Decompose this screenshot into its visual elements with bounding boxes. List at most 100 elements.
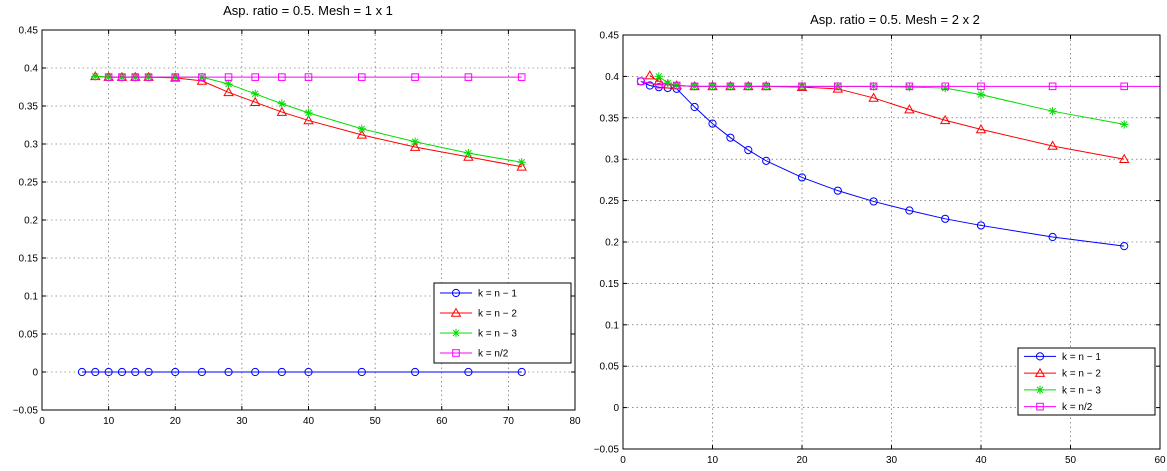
chart-left-series-k-n-3-point	[410, 137, 420, 146]
chart-left-series-k-n-2-point	[517, 73, 526, 81]
chart-right-series-k-n-1-point	[833, 186, 842, 195]
chart-right-series-k-n-2-point	[637, 77, 645, 86]
chart-left-series-k-n-2-point	[224, 73, 233, 81]
chart-right-series-k-n-3-point	[654, 72, 663, 81]
chart-left-xtick-label: 50	[370, 416, 382, 427]
chart-left-series-k-n-3-point	[277, 99, 287, 108]
chart-right-legend-label: k = n − 3	[1062, 385, 1101, 396]
chart-right-series	[636, 70, 1160, 251]
chart-right-series-k-n-2-point	[798, 82, 806, 91]
chart-left-series-k-n-1	[77, 367, 526, 377]
chart-left-series-k-n-1-point	[357, 367, 366, 377]
chart-right-series-k-n-3-point	[976, 90, 986, 99]
chart-left-series-k-n-2-point	[223, 86, 234, 97]
chart-right-series-k-n-1-point	[869, 197, 878, 206]
chart-right-legend-swatch-marker	[1034, 367, 1046, 377]
chart-right-series-k-n-2-point	[708, 82, 717, 91]
chart-left-xtick-label: 10	[103, 416, 115, 427]
chart-left-ytick-label: 0.4	[24, 64, 38, 75]
chart-right-series-k-n-2-point	[904, 104, 915, 114]
chart-right-series-k-n-3-point	[941, 83, 950, 93]
chart-right-series-k-n-3-point	[905, 82, 914, 92]
chart-right-ytick-label: 0.25	[600, 196, 620, 207]
chart-left-series-k-n-1-point	[251, 367, 260, 377]
chart-left-title: Asp. ratio = 0.5. Mesh = 1 x 1	[223, 3, 393, 18]
chart-left-ytick-label: 0	[32, 368, 38, 379]
chart-right-series-k-n-2-point	[1048, 82, 1057, 91]
chart-left-series-k-n-2-point	[144, 73, 153, 81]
chart-left-series-k-n-1-point	[91, 367, 100, 377]
chart-right-series-k-n-1-point	[976, 221, 986, 230]
chart-left-series-k-n-2-point	[358, 73, 366, 81]
chart-left-series-k-n-2-point	[131, 73, 140, 81]
chart-left-series-k-n-1-point	[144, 367, 153, 377]
chart-left-legend-swatch-marker	[451, 328, 461, 338]
chart-left-series-k-n-2-point	[464, 73, 473, 81]
chart-right-ytick-label: 0.45	[600, 31, 620, 42]
chart-left-legend: k = n − 1 k = n − 2 k = n − 3 k = n/2	[433, 282, 572, 364]
chart-right-series-k-n-1-point	[726, 133, 735, 142]
chart-right-series-k-n-2-point	[939, 114, 951, 125]
chart-right-legend: k = n − 1 k = n − 2 k = n − 3 k = n/2	[1017, 347, 1156, 416]
chart-left-series-k-n-1-point	[411, 367, 420, 377]
chart-left-series-k-n-2-point	[516, 161, 527, 171]
chart-left-series-k-n-1-point	[171, 367, 180, 377]
chart-left-xtick-label: 30	[236, 416, 248, 427]
chart-right-series-k-n-2-point	[905, 82, 914, 91]
chart-left-xtick-label: 80	[569, 416, 581, 427]
chart-left-series-k-n-1-point	[77, 367, 87, 377]
chart-left-legend-swatch-marker	[451, 288, 461, 298]
chart-right-ytick-label: 0.4	[605, 72, 619, 83]
chart-right-ytick-label: 0.35	[600, 113, 620, 124]
chart-right-xtick-label: 50	[1065, 455, 1077, 466]
chart-left-series	[77, 70, 527, 377]
chart-right-series-k-n-2	[637, 77, 1160, 91]
chart-left-series-k-n-3-point	[464, 148, 473, 158]
chart-left-legend-swatch-marker	[450, 307, 462, 317]
chart-left-series-k-n-2-point	[276, 106, 288, 116]
chart-left-series-k-n-2-point	[303, 115, 314, 125]
chart-right-ytick-label: 0.3	[605, 155, 619, 166]
chart-right-legend-swatch-marker	[1036, 402, 1044, 411]
chart-right-series-k-n-1-point	[708, 119, 717, 128]
chart-left-ytick-label: 0.3	[24, 140, 38, 151]
chart-right-series-k-n-1-point	[797, 173, 807, 182]
chart-left-gridlines	[42, 30, 575, 410]
chart-right-series-k-n-2-point	[655, 80, 663, 89]
chart-left-series-k-n-3-point	[224, 79, 233, 89]
chart-left-legend-label: k = n/2	[478, 349, 509, 360]
chart-left-ytick-label: 0.15	[19, 254, 39, 265]
chart-right-series-k-n-2-line	[640, 80, 1160, 87]
chart-left-legend-label: k = n − 2	[478, 309, 517, 320]
chart-right-ytick-label: −0.05	[594, 445, 620, 456]
chart-right-title: Asp. ratio = 0.5. Mesh = 2 x 2	[810, 12, 980, 27]
chart-right-legend-box	[1017, 347, 1156, 416]
chart-left-ytick-label: 0.05	[19, 330, 39, 341]
chart-left-ytick-label: 0.45	[19, 26, 39, 37]
chart-right-series-k-n-2-point	[975, 123, 987, 134]
chart-left-xtick-label: 40	[303, 416, 315, 427]
chart-right-series-k-n-1-point	[905, 206, 914, 215]
chart-right-series-k-n-1-point	[645, 81, 654, 90]
chart-right-xtick-label: 0	[620, 455, 626, 466]
chart-right-series-k-n-2-point	[977, 82, 985, 91]
chart-right-series-k-n-1-point	[762, 156, 771, 165]
chart-left-series-k-n-2	[104, 73, 526, 81]
chart-left-xtick-label: 20	[170, 416, 182, 427]
chart-left-xtick-label: 70	[503, 416, 515, 427]
chart-right-legend-swatch-marker	[1035, 385, 1045, 395]
chart-right-series-k-n-3-point	[663, 78, 672, 88]
chart-left-ticks: 0 10 20 30 40 50 60 70 80−0.0500.050.10.150.20.2…	[13, 26, 581, 428]
chart-left-legend-label: k = n − 3	[478, 329, 517, 340]
chart-right-xtick-label: 10	[707, 455, 719, 466]
chart-left-series-k-n-2-point	[251, 73, 259, 81]
chart-left-xtick-label: 60	[436, 416, 448, 427]
chart-right-series-k-n-2-point	[941, 82, 950, 91]
chart-left-series-k-n-1-point	[131, 367, 140, 377]
chart-left-legend-label: k = n − 1	[478, 289, 517, 300]
chart-right-series-k-n-2-point	[1120, 82, 1129, 91]
chart-right-series-k-n-1-point	[1120, 242, 1129, 251]
chart-left-ytick-label: −0.05	[13, 406, 39, 417]
chart-left-series-k-n-1-point	[464, 367, 473, 377]
